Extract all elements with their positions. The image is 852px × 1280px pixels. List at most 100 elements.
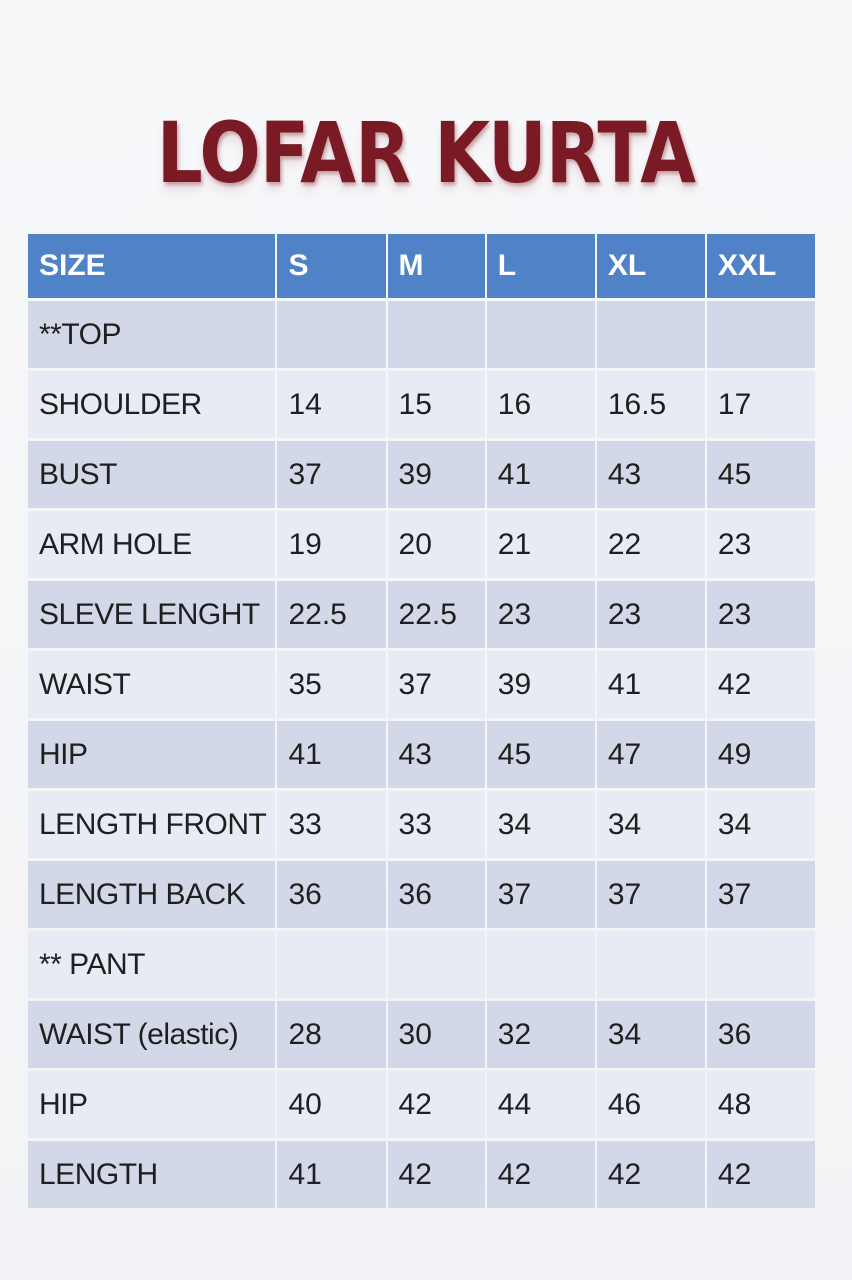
table-row: LENGTH 41 42 42 42 42 <box>28 1141 815 1208</box>
measurement-cell: 42 <box>387 1071 485 1138</box>
measurement-cell: 42 <box>706 1141 815 1208</box>
measurement-cell: 33 <box>387 791 485 858</box>
measurement-cell <box>706 301 815 368</box>
measurement-cell <box>277 931 386 998</box>
measurement-cell: 15 <box>387 371 485 438</box>
measurement-cell <box>596 301 705 368</box>
measurement-cell: 34 <box>596 791 705 858</box>
measurement-cell: 30 <box>387 1001 485 1068</box>
measurement-cell: 41 <box>486 441 595 508</box>
measurement-cell: 41 <box>277 721 386 788</box>
measurement-cell: 17 <box>706 371 815 438</box>
measurement-cell: 33 <box>277 791 386 858</box>
measurement-cell: 49 <box>706 721 815 788</box>
header-cell-s: S <box>277 234 386 298</box>
measurement-cell: 14 <box>277 371 386 438</box>
measurement-cell: 39 <box>486 651 595 718</box>
table-row: BUST 37 39 41 43 45 <box>28 441 815 508</box>
row-label-cell: HIP <box>28 1071 276 1138</box>
measurement-cell: 42 <box>387 1141 485 1208</box>
measurement-cell: 16.5 <box>596 371 705 438</box>
measurement-cell <box>486 301 595 368</box>
header-cell-size: SIZE <box>28 234 276 298</box>
measurement-cell: 36 <box>706 1001 815 1068</box>
header-cell-l: L <box>486 234 595 298</box>
table-row: ** PANT <box>28 931 815 998</box>
table-row: WAIST (elastic) 28 30 32 34 36 <box>28 1001 815 1068</box>
measurement-cell: 48 <box>706 1071 815 1138</box>
measurement-cell: 43 <box>387 721 485 788</box>
measurement-cell: 34 <box>596 1001 705 1068</box>
measurement-cell: 19 <box>277 511 386 578</box>
header-cell-xxl: XXL <box>706 234 815 298</box>
size-chart-table: SIZE S M L XL XXL **TOP SHOULDER 14 15 16 16.… <box>26 231 817 1211</box>
measurement-cell: 20 <box>387 511 485 578</box>
measurement-cell: 46 <box>596 1071 705 1138</box>
header-cell-xl: XL <box>596 234 705 298</box>
measurement-cell: 42 <box>596 1141 705 1208</box>
measurement-cell <box>277 301 386 368</box>
measurement-cell: 37 <box>387 651 485 718</box>
table-body: **TOP SHOULDER 14 15 16 16.5 17 BUST 37 39 41 43 45 A… <box>28 301 815 1208</box>
measurement-cell: 22 <box>596 511 705 578</box>
measurement-cell: 21 <box>486 511 595 578</box>
measurement-cell: 23 <box>706 511 815 578</box>
table-row: **TOP <box>28 301 815 368</box>
row-label-cell: BUST <box>28 441 276 508</box>
measurement-cell: 16 <box>486 371 595 438</box>
measurement-cell: 44 <box>486 1071 595 1138</box>
measurement-cell: 43 <box>596 441 705 508</box>
table-row: HIP 41 43 45 47 49 <box>28 721 815 788</box>
row-label-cell: LENGTH FRONT <box>28 791 276 858</box>
measurement-cell <box>387 301 485 368</box>
row-label-cell: WAIST <box>28 651 276 718</box>
measurement-cell: 34 <box>486 791 595 858</box>
row-label-cell: ** PANT <box>28 931 276 998</box>
row-label-cell: SHOULDER <box>28 371 276 438</box>
measurement-cell: 37 <box>596 861 705 928</box>
measurement-cell: 23 <box>596 581 705 648</box>
measurement-cell: 42 <box>706 651 815 718</box>
measurement-cell <box>596 931 705 998</box>
measurement-cell: 35 <box>277 651 386 718</box>
measurement-cell: 36 <box>277 861 386 928</box>
measurement-cell: 22.5 <box>387 581 485 648</box>
measurement-cell: 37 <box>706 861 815 928</box>
table-row: LENGTH FRONT 33 33 34 34 34 <box>28 791 815 858</box>
measurement-cell: 47 <box>596 721 705 788</box>
measurement-cell: 23 <box>706 581 815 648</box>
measurement-cell: 42 <box>486 1141 595 1208</box>
measurement-cell: 37 <box>277 441 386 508</box>
measurement-cell: 45 <box>486 721 595 788</box>
measurement-cell: 45 <box>706 441 815 508</box>
measurement-cell: 39 <box>387 441 485 508</box>
table-row: SLEVE LENGHT 22.5 22.5 23 23 23 <box>28 581 815 648</box>
table-row: LENGTH BACK 36 36 37 37 37 <box>28 861 815 928</box>
measurement-cell: 32 <box>486 1001 595 1068</box>
row-label-cell: LENGTH <box>28 1141 276 1208</box>
row-label-cell: WAIST (elastic) <box>28 1001 276 1068</box>
row-label-cell: HIP <box>28 721 276 788</box>
table-row: ARM HOLE 19 20 21 22 23 <box>28 511 815 578</box>
measurement-cell: 28 <box>277 1001 386 1068</box>
measurement-cell: 36 <box>387 861 485 928</box>
header-cell-m: M <box>387 234 485 298</box>
measurement-cell: 40 <box>277 1071 386 1138</box>
measurement-cell: 41 <box>596 651 705 718</box>
measurement-cell <box>486 931 595 998</box>
measurement-cell: 34 <box>706 791 815 858</box>
table-row: SHOULDER 14 15 16 16.5 17 <box>28 371 815 438</box>
measurement-cell: 37 <box>486 861 595 928</box>
row-label-cell: LENGTH BACK <box>28 861 276 928</box>
row-label-cell: **TOP <box>28 301 276 368</box>
table-row: HIP 40 42 44 46 48 <box>28 1071 815 1138</box>
measurement-cell: 22.5 <box>277 581 386 648</box>
measurement-cell: 23 <box>486 581 595 648</box>
row-label-cell: ARM HOLE <box>28 511 276 578</box>
measurement-cell <box>387 931 485 998</box>
measurement-cell <box>706 931 815 998</box>
page-title: LOFAR KURTA <box>156 104 696 202</box>
table-row: WAIST 35 37 39 41 42 <box>28 651 815 718</box>
table-header-row: SIZE S M L XL XXL <box>28 234 815 298</box>
